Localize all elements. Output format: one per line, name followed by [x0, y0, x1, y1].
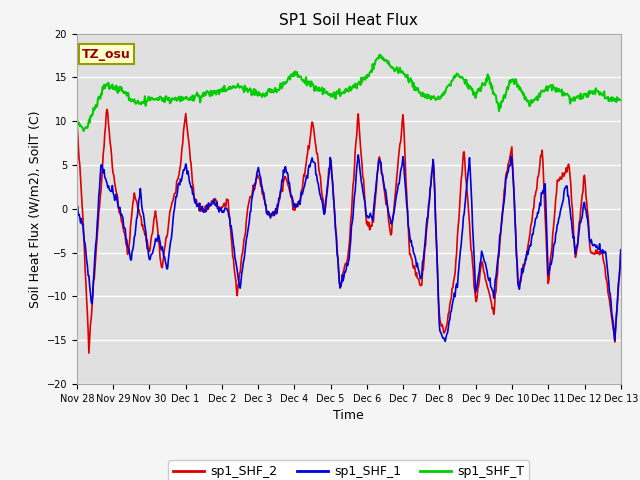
sp1_SHF_1: [223, 205, 230, 211]
Legend: sp1_SHF_2, sp1_SHF_1, sp1_SHF_T: sp1_SHF_2, sp1_SHF_1, sp1_SHF_T: [168, 460, 529, 480]
sp1_SHF_2: [617, 248, 625, 253]
sp1_SHF_1: [355, 152, 362, 158]
sp1_SHF_T: [376, 52, 383, 58]
sp1_SHF_T: [617, 97, 625, 103]
sp1_SHF_1: [139, 209, 147, 215]
sp1_SHF_2: [417, 283, 424, 288]
sp1_SHF_1: [194, 202, 202, 208]
sp1_SHF_T: [433, 97, 440, 103]
sp1_SHF_2: [83, 297, 90, 302]
Line: sp1_SHF_T: sp1_SHF_T: [77, 55, 621, 131]
sp1_SHF_1: [416, 271, 424, 277]
sp1_SHF_2: [85, 350, 93, 356]
sp1_SHF_2: [140, 228, 148, 233]
sp1_SHF_1: [73, 207, 81, 213]
sp1_SHF_1: [442, 338, 449, 344]
Line: sp1_SHF_2: sp1_SHF_2: [77, 109, 621, 353]
sp1_SHF_T: [195, 92, 202, 98]
sp1_SHF_T: [140, 99, 147, 105]
sp1_SHF_T: [80, 128, 88, 134]
sp1_SHF_2: [73, 119, 81, 124]
sp1_SHF_2: [433, 228, 440, 234]
Y-axis label: Soil Heat Flux (W/m2), SoilT (C): Soil Heat Flux (W/m2), SoilT (C): [28, 110, 41, 308]
sp1_SHF_T: [73, 118, 81, 124]
sp1_SHF_T: [417, 90, 424, 96]
sp1_SHF_1: [431, 216, 439, 222]
X-axis label: Time: Time: [333, 409, 364, 422]
Title: SP1 Soil Heat Flux: SP1 Soil Heat Flux: [280, 13, 418, 28]
sp1_SHF_1: [83, 257, 90, 263]
sp1_SHF_2: [196, 208, 204, 214]
sp1_SHF_T: [223, 87, 231, 93]
sp1_SHF_1: [617, 247, 625, 252]
Text: TZ_osu: TZ_osu: [82, 48, 131, 60]
sp1_SHF_T: [84, 125, 92, 131]
Line: sp1_SHF_1: sp1_SHF_1: [77, 155, 621, 341]
sp1_SHF_2: [224, 197, 232, 203]
sp1_SHF_2: [103, 107, 111, 112]
